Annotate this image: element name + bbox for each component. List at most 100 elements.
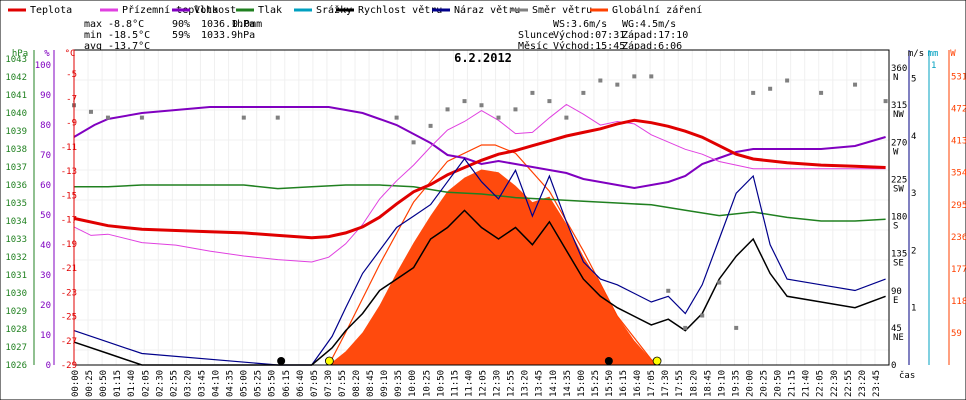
dir-tick-label: 135 (891, 250, 907, 260)
wind-dir-point (785, 78, 790, 83)
legend-item: Tlak (258, 5, 282, 16)
rad-axis-unit: W (950, 49, 956, 59)
series-gust (73, 157, 886, 366)
hpa-tick-label: 1043 (5, 55, 27, 65)
wind-dir-point (513, 107, 518, 112)
rad-tick-label: 295 (951, 201, 966, 211)
rad-tick-label: 118 (951, 297, 966, 307)
wind-dir-point (547, 99, 552, 104)
x-tick-label: 08:20 (352, 370, 362, 397)
wind-dir-point (649, 74, 654, 79)
temp-tick-label: -17 (61, 216, 77, 226)
radiation-theory-line (328, 144, 658, 366)
dir-letter-label: S (893, 222, 898, 232)
stat-wg: WG:4.5m/s (622, 19, 676, 30)
x-tick-label: 06:40 (296, 370, 306, 397)
hpa-tick-label: 1038 (5, 145, 27, 155)
temp-tick-label: -23 (61, 288, 77, 298)
wind-dir-point (479, 103, 484, 108)
rad-tick-label: 413 (951, 137, 966, 147)
humidity-tick-label: 40 (40, 241, 51, 251)
wind-dir-point (88, 109, 93, 114)
hpa-tick-label: 1033 (5, 235, 27, 245)
humidity-tick-label: 30 (40, 271, 51, 281)
rain-axis-unit: mm (928, 49, 939, 59)
hpa-tick-label: 1037 (5, 163, 27, 173)
stat-min-temp: -18.5°C (108, 30, 150, 41)
x-tick-label: 02:55 (169, 370, 179, 397)
series-group (72, 74, 888, 366)
humidity-tick-label: 20 (40, 301, 51, 311)
dir-letter-label: E (893, 296, 898, 306)
stat-min-press: 1033.9hPa (201, 30, 255, 41)
x-tick-label: 02:05 (141, 370, 151, 397)
wind-dir-point (530, 90, 535, 95)
dir-tick-label: 180 (891, 213, 907, 223)
stat-max-temp: -8.8°C (108, 19, 144, 30)
temp-tick-label: -15 (61, 191, 77, 201)
x-tick-label: 03:45 (197, 370, 207, 397)
temp-tick-label: -27 (61, 337, 77, 347)
dir-letter-label: N (893, 73, 898, 83)
wind-dir-point (666, 288, 671, 293)
hpa-tick-label: 1027 (5, 343, 27, 353)
hpa-tick-label: 1031 (5, 271, 27, 281)
wind-dir-point (819, 90, 824, 95)
hpa-tick-label: 1026 (5, 361, 27, 371)
x-tick-label: 18:20 (689, 370, 699, 397)
legend-item: Rychlost větru (358, 4, 442, 16)
rad-tick-label: 59 (951, 329, 962, 339)
sun-moon-markers (277, 356, 662, 366)
dir-tick-label: 270 (891, 138, 907, 148)
hpa-tick-label: 1030 (5, 289, 27, 299)
temp-axis-unit: °C (65, 49, 76, 59)
wind-tick-label: 3 (911, 189, 916, 199)
x-tick-label: 22:05 (816, 370, 826, 397)
hpa-tick-label: 1042 (5, 73, 27, 83)
x-tick-label: 20:00 (745, 370, 755, 397)
stat-max-rain: 0.0mm (232, 19, 262, 30)
humidity-tick-label: 0 (46, 361, 51, 371)
stat-ws: WS:3.6m/s (553, 19, 607, 30)
wind-dir-point (139, 115, 144, 120)
stats-block: max -8.8°C 90% 1036.1hPa 0.0mm min -18.5… (84, 19, 688, 52)
humidity-tick-label: 60 (40, 181, 51, 191)
temp-tick-label: -19 (61, 240, 77, 250)
humidity-tick-label: 10 (40, 331, 51, 341)
x-tick-label: 12:05 (479, 370, 489, 397)
legend-item: Vlhkost (194, 5, 236, 16)
hpa-tick-label: 1036 (5, 181, 27, 191)
wind-dir-point (717, 280, 722, 285)
x-tick-label: 02:30 (155, 370, 165, 397)
temp-tick-label: -5 (66, 70, 77, 80)
x-axis-unit: čas (899, 370, 915, 381)
hpa-tick-label: 1028 (5, 325, 27, 335)
temp-tick-label: -21 (61, 264, 77, 274)
hpa-tick-label: 1040 (5, 109, 27, 119)
series-ground-temp (73, 103, 886, 263)
wind-dir-point (105, 115, 110, 120)
rad-tick-label: 236 (951, 233, 966, 243)
moon-set: Západ:6:06 (622, 40, 682, 52)
x-tick-label: 10:25 (422, 370, 432, 397)
wind-dir-point (768, 86, 773, 91)
x-tick-label: 17:30 (661, 370, 671, 397)
temp-tick-label: -13 (61, 167, 77, 177)
legend-item: Směr větru (532, 4, 592, 16)
temp-tick-label: -11 (61, 143, 77, 153)
x-tick-label: 22:55 (844, 370, 854, 397)
x-tick-label: 19:35 (731, 370, 741, 397)
x-tick-label: 01:15 (113, 370, 123, 397)
humidity-tick-label: 70 (40, 151, 51, 161)
hpa-tick-label: 1039 (5, 127, 27, 137)
stat-min-label: min (84, 30, 102, 41)
wind-tick-label: 1 (911, 304, 916, 314)
dir-letter-label: NE (893, 333, 904, 343)
x-tick-label: 23:45 (872, 370, 882, 397)
x-tick-label: 13:20 (521, 370, 531, 397)
x-tick-label: 04:35 (226, 370, 236, 397)
wind-dir-point (883, 99, 888, 104)
hpa-tick-label: 1041 (5, 91, 27, 101)
